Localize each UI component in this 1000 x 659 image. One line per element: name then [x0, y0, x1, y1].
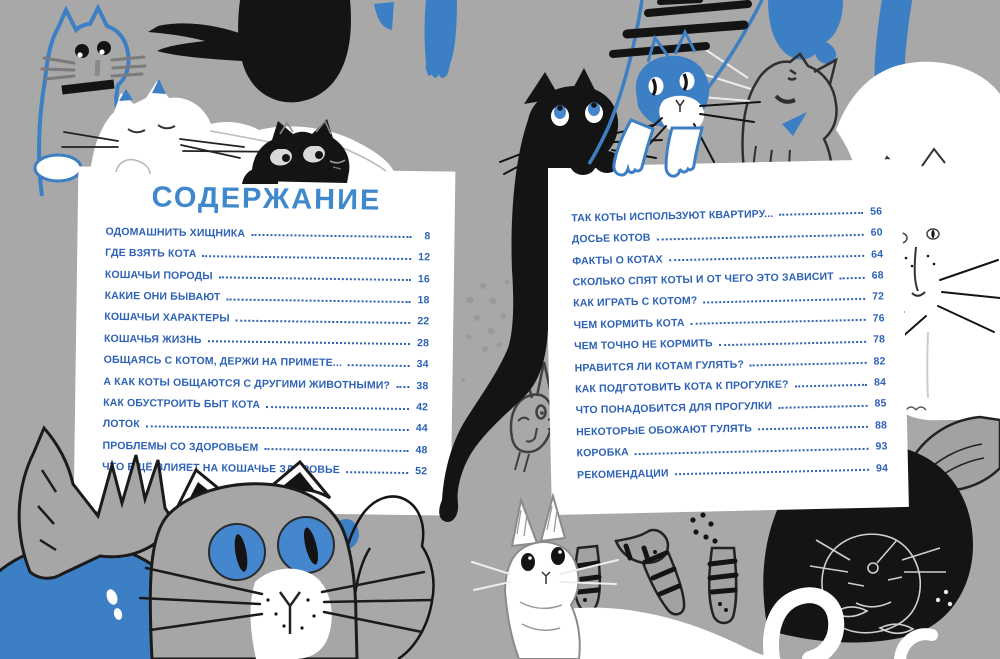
- toc-item-label: ОДОМАШНИТЬ ХИЩНИКА: [105, 225, 246, 240]
- toc-page-number: 72: [872, 290, 885, 304]
- toc-item-label: А КАК КОТЫ ОБЩАЮТСЯ С ДРУГИМИ ЖИВОТНЫМИ?: [103, 375, 391, 392]
- black-blob-cat: [148, 0, 351, 103]
- blue-blob: [768, 0, 843, 64]
- hanging-blue-legs: [374, 0, 457, 78]
- toc-item-label: ДОСЬЕ КОТОВ: [571, 231, 651, 246]
- toc-item-label: ОБЩАЯСЬ С КОТОМ, ДЕРЖИ НА ПРИМЕТЕ...: [103, 353, 343, 370]
- toc-item-label: РЕКОМЕНДАЦИИ: [576, 466, 669, 482]
- dot-leader: [345, 470, 409, 474]
- dot-leader: [778, 404, 868, 409]
- toc-page-number: 85: [874, 397, 887, 411]
- toc-page-number: 38: [416, 379, 429, 392]
- toc-page-number: 52: [415, 465, 428, 478]
- toc-item-label: КОШАЧЬИ ХАРАКТЕРЫ: [104, 311, 230, 325]
- toc-page-number: 93: [875, 440, 888, 453]
- toc-item-label: ЧЕМ КОРМИТЬ КОТА: [573, 316, 685, 332]
- dot-leader: [266, 405, 410, 410]
- dot-leader: [207, 340, 410, 346]
- dot-leader: [634, 447, 869, 455]
- dot-leader: [779, 212, 864, 217]
- right-toc-list: ТАК КОТЫ ИСПОЛЬЗУЮТ КВАРТИРУ... 56 ДОСЬЕ К…: [545, 199, 908, 485]
- toc-page-number: 18: [417, 294, 430, 307]
- dot-leader: [145, 425, 409, 431]
- dot-leader: [839, 276, 865, 279]
- toc-page-number: 12: [418, 251, 431, 264]
- dot-leader: [703, 297, 866, 304]
- toc-page-number: 82: [873, 355, 886, 368]
- white-long-neck-cat: [471, 492, 619, 659]
- dot-leader: [794, 383, 868, 387]
- dot-leader: [348, 363, 410, 367]
- striped-gray-legs: [573, 512, 739, 625]
- black-sketch-cat: [333, 495, 435, 659]
- toc-page-number: 68: [871, 269, 884, 282]
- toc-item-label: ЛОТОК: [102, 418, 140, 431]
- sketched-gray-cat: [701, 49, 838, 179]
- dot-leader: [750, 361, 867, 367]
- toc-page-number: 8: [424, 230, 431, 243]
- dot-leader: [656, 233, 864, 241]
- toc-item-label: СКОЛЬКО СПЯТ КОТЫ И ОТ ЧЕГО ЭТО ЗАВИСИТ: [572, 270, 834, 289]
- toc-item-label: КОШАЧЬЯ ЖИЗНЬ: [103, 332, 202, 346]
- white-sleeping-cat: [61, 79, 395, 176]
- toc-item-label: КАК ОБУСТРОИТЬ БЫТ КОТА: [103, 396, 261, 411]
- toc-item-label: ЧТО ЕЩЁ ВЛИЯЕТ НА КОШАЧЬЕ ЗДОРОВЬЕ: [102, 460, 341, 477]
- toc-page-number: 60: [870, 226, 883, 239]
- dot-leader: [202, 254, 412, 260]
- toc-item-label: ФАКТЫ О КОТАХ: [572, 253, 663, 268]
- toc-item-label: КАК ПОДГОТОВИТЬ КОТА К ПРОГУЛКЕ?: [575, 378, 789, 396]
- blue-hanging-cat: [587, 0, 764, 178]
- toc-page-number: 78: [872, 333, 886, 346]
- dot-leader: [668, 255, 865, 262]
- dot-leader: [226, 298, 411, 303]
- toc-row[interactable]: ЧТО ЕЩЁ ВЛИЯЕТ НА КОШАЧЬЕ ЗДОРОВЬЕ 52: [102, 455, 427, 481]
- white-tail-curls: [545, 587, 938, 659]
- toc-item-label: НЕКОТОРЫЕ ОБОЖАЮТ ГУЛЯТЬ: [575, 422, 753, 439]
- toc-page-number: 84: [873, 376, 887, 389]
- toc-item-label: ТАК КОТЫ ИСПОЛЬЗУЮТ КВАРТИРУ...: [571, 207, 774, 225]
- toc-page-number: 16: [417, 272, 430, 285]
- toc-page-number: 56: [870, 205, 883, 218]
- toc-item-label: ГДЕ ВЗЯТЬ КОТА: [105, 247, 197, 261]
- gray-fluffy-tail: [904, 415, 1000, 493]
- dot-leader: [235, 319, 411, 324]
- toc-page-number: 94: [875, 461, 889, 475]
- toc-page-number: 28: [416, 336, 430, 350]
- dot-leader: [395, 385, 410, 389]
- blue-ball-cat: [0, 541, 210, 659]
- toc-item-label: КАК ИГРАТЬ С КОТОМ?: [573, 295, 698, 310]
- toc-page-number: 34: [416, 358, 429, 371]
- dot-leader: [264, 448, 409, 453]
- dot-leader: [674, 468, 870, 476]
- dot-leader: [251, 234, 412, 239]
- toc-item-label: КАКИЕ ОНИ БЫВАЮТ: [104, 289, 221, 304]
- toc-title: СОДЕРЖАНИЕ: [151, 181, 382, 217]
- toc-item-label: ЧЕМ ТОЧНО НЕ КОРМИТЬ: [574, 337, 713, 353]
- dot-leader: [218, 276, 411, 282]
- toc-page-number: 88: [874, 419, 888, 432]
- left-toc-page: СОДЕРЖАНИЕ ОДОМАШНИТЬ ХИЩНИКА 8 ГДЕ ВЗЯТЬ …: [73, 166, 456, 516]
- dot-leader: [690, 319, 866, 326]
- right-toc-page: ТАК КОТЫ ИСПОЛЬЗУЮТ КВАРТИРУ... 56 ДОСЬЕ К…: [544, 158, 909, 516]
- toc-item-label: КОРОБКА: [576, 446, 629, 460]
- toc-item-label: НРАВИТСЯ ЛИ КОТАМ ГУЛЯТЬ?: [574, 358, 745, 375]
- toc-page-number: 48: [415, 443, 428, 457]
- blue-tail-strip: [874, 0, 975, 167]
- toc-item-label: ПРОБЛЕМЫ СО ЗДОРОВЬЕМ: [102, 439, 259, 454]
- toc-page-number: 64: [871, 248, 884, 261]
- toc-page-number: 76: [872, 312, 885, 325]
- toc-page-number: 44: [415, 422, 428, 435]
- toc-item-label: ЧТО ПОНАДОБИТСЯ ДЛЯ ПРОГУЛКИ: [575, 400, 773, 417]
- toc-item-label: КОШАЧЬИ ПОРОДЫ: [104, 268, 213, 282]
- left-toc-list: ОДОМАШНИТЬ ХИЩНИКА 8 ГДЕ ВЗЯТЬ КОТА 12 КОШАЧ…: [74, 219, 455, 481]
- dot-leader: [718, 340, 867, 346]
- toc-page-number: 22: [417, 315, 430, 328]
- toc-page-number: 42: [416, 401, 429, 414]
- dot-leader: [758, 426, 869, 431]
